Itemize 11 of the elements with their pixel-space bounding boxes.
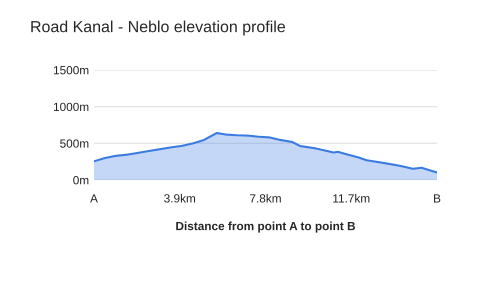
y-tick-label: 1500m [54,66,88,74]
y-tick-label: 1000m [54,102,88,112]
chart-title: Road Kanal - Neblo elevation profile [31,20,285,36]
x-tick-label: 3.9km [164,194,196,203]
x-tick-label: 11.7km [333,194,370,202]
x-tick-label: 7.8km [250,194,281,203]
y-tick-label: 0m [73,176,88,184]
x-tick-label: B [434,194,440,202]
y-tick-label: 500m [60,139,88,148]
x-tick-label: A [90,194,98,202]
x-axis-title: Distance from point A to point B [176,222,356,233]
